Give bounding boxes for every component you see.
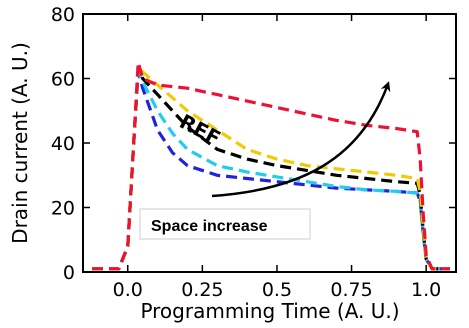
y-tick-label: 20	[51, 198, 75, 220]
series-line-5	[92, 60, 450, 271]
y-tick-label: 60	[51, 69, 75, 91]
x-tick-label: 0.75	[330, 279, 372, 301]
x-tick-label: 0.0	[113, 279, 143, 301]
tick-layer: 0.0 0.25 0.5 0.75 1.0 0 20 40 60 80	[51, 4, 456, 301]
x-axis-title: Programming Time (A. U.)	[140, 299, 399, 323]
y-tick-label: 0	[63, 262, 75, 284]
space-increase-box	[139, 208, 311, 240]
y-tick-label: 80	[51, 4, 75, 26]
y-axis-title: Drain current (A. U.)	[8, 42, 32, 244]
x-tick-label: 0.25	[181, 279, 223, 301]
x-tick-label: 0.5	[262, 279, 292, 301]
series-layer	[92, 60, 450, 271]
space-increase-label: Space increase	[151, 218, 268, 235]
y-tick-label: 40	[51, 133, 75, 155]
space-increase-arrow	[211, 81, 391, 198]
x-tick-label: 1.0	[411, 279, 441, 301]
